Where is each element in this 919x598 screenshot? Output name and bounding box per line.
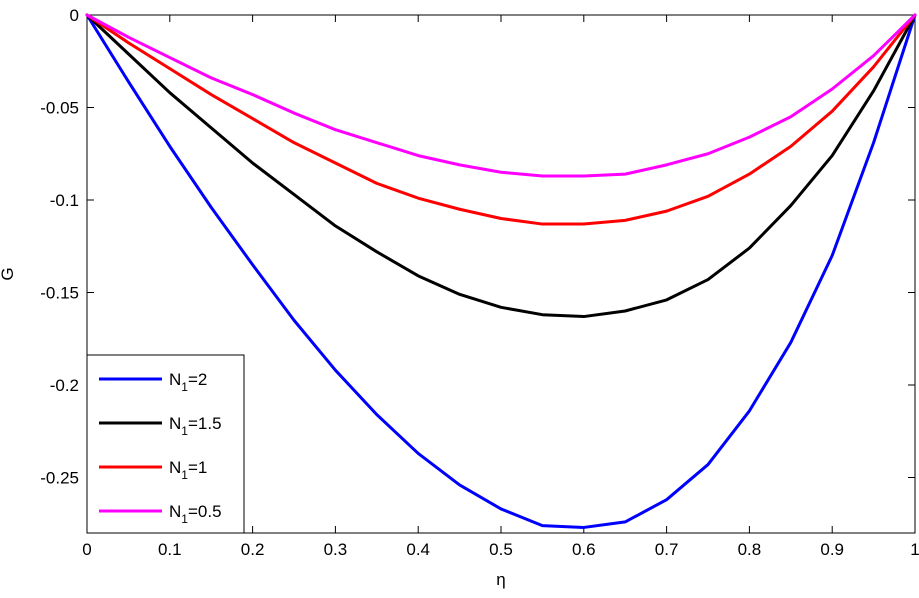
series-line-3	[85, 13, 917, 226]
legend-label: N1=0.5	[169, 502, 222, 526]
y-tick-label: -0.05	[40, 99, 79, 118]
y-tick-label: -0.1	[50, 191, 79, 210]
x-tick-labels: 0 0.1 0.2 0.3 0.4 0.5 0.6 0.7 0.8 0.9 1	[82, 540, 919, 559]
legend-box	[86, 354, 245, 534]
x-tick-label: 0.8	[738, 540, 762, 559]
y-tick-label: 0	[70, 6, 79, 25]
legend-label: N1=1.5	[169, 414, 222, 438]
legend-label: N1=2	[169, 370, 207, 394]
x-tick-label: 1	[910, 540, 919, 559]
series-line-4	[85, 13, 917, 178]
x-axis-label: η	[496, 570, 505, 589]
legend: N1=2 N1=1.5 N1=1 N1=0.5	[86, 354, 245, 534]
x-tick-label: 0.5	[489, 540, 513, 559]
x-tick-label: 0.3	[324, 540, 348, 559]
x-tick-label: 0.7	[655, 540, 679, 559]
y-tick-label: -0.15	[40, 284, 79, 303]
x-tick-label: 0.1	[158, 540, 182, 559]
series-lines	[85, 13, 917, 529]
series-line-1	[85, 13, 917, 529]
legend-label: N1=1	[169, 458, 207, 482]
x-tick-label: 0.4	[406, 540, 430, 559]
x-tick-label: 0.6	[572, 540, 596, 559]
y-tick-label: -0.2	[50, 376, 79, 395]
y-axis-label: G	[0, 267, 17, 280]
x-tick-label: 0	[82, 540, 91, 559]
x-tick-label: 0.2	[241, 540, 265, 559]
x-tick-label: 0.9	[820, 540, 844, 559]
y-tick-label: -0.25	[40, 469, 79, 488]
y-tick-labels: 0 -0.05 -0.1 -0.15 -0.2 -0.25	[40, 6, 79, 488]
series-line-2	[85, 13, 917, 319]
